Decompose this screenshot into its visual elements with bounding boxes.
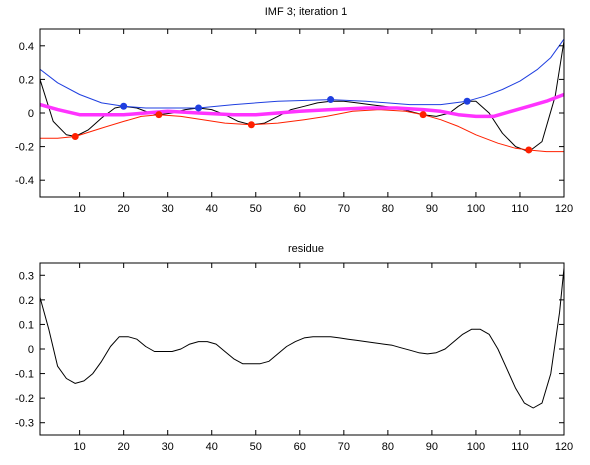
- residue-x-ticks: 10 20 30 40 50 60 70 80 90 100 110 120: [74, 263, 573, 453]
- imf-x-tick-label: 20: [118, 203, 130, 215]
- residue-y-tick-label: -0.2: [15, 393, 34, 405]
- imf-title: IMF 3; iteration 1: [265, 6, 348, 18]
- imf-maximum-point: [327, 96, 335, 104]
- imf-plot-area: [40, 38, 564, 154]
- imf-x-tick-label: 70: [338, 203, 350, 215]
- residue-x-tick-label: 30: [162, 441, 174, 453]
- residue-plot-area: [40, 267, 564, 409]
- residue-y-tick-label: 0.3: [19, 270, 34, 282]
- residue-x-tick-label: 10: [74, 441, 86, 453]
- imf-x-tick-label: 10: [74, 203, 86, 215]
- imf-y-tick-label: 0: [28, 108, 34, 120]
- residue-y-tick-label: 0.2: [19, 295, 34, 307]
- imf-maximum-point: [120, 102, 128, 110]
- residue-x-tick-label: 20: [118, 441, 130, 453]
- residue-x-tick-label: 70: [338, 441, 350, 453]
- imf-minimum-point: [525, 146, 533, 154]
- imf-x-ticks: 10 20 30 40 50 60 70 80 90 100 110 120: [74, 29, 573, 215]
- imf-mean-line: [40, 92, 564, 119]
- imf-x-tick-label: 80: [382, 203, 394, 215]
- imf-y-tick-label: -0.4: [15, 175, 34, 187]
- residue-axes: residue 10 20 30 40 50 60 70 80 90 100 110 120 -0.3…: [15, 243, 573, 453]
- residue-x-tick-label: 50: [250, 441, 262, 453]
- imf-x-tick-label: 120: [555, 203, 573, 215]
- imf-axes: IMF 3; iteration 1 10 20 30 40 50 60 70 80 90 100…: [15, 6, 573, 215]
- imf-x-tick-label: 40: [206, 203, 218, 215]
- residue-x-tick-label: 80: [382, 441, 394, 453]
- residue-y-tick-label: 0: [28, 344, 34, 356]
- imf-x-tick-label: 50: [250, 203, 262, 215]
- imf-x-tick-label: 60: [294, 203, 306, 215]
- residue-x-tick-label: 100: [467, 441, 485, 453]
- imf-minimum-point: [419, 111, 427, 119]
- imf-x-tick-label: 100: [467, 203, 485, 215]
- imf-minimum-point: [155, 111, 163, 119]
- residue-x-tick-label: 90: [426, 441, 438, 453]
- imf-x-tick-label: 110: [511, 203, 529, 215]
- residue-x-tick-label: 120: [555, 441, 573, 453]
- residue-x-tick-label: 40: [206, 441, 218, 453]
- residue-y-ticks: -0.3 -0.2 -0.1 0 0.1 0.2 0.3: [15, 270, 564, 430]
- residue-x-tick-label: 110: [511, 441, 529, 453]
- residue-residue-line: [40, 267, 564, 409]
- imf-y-ticks: -0.4 -0.2 0 0.2 0.4: [15, 41, 564, 187]
- residue-x-tick-label: 60: [294, 441, 306, 453]
- imf-y-tick-label: 0.2: [19, 74, 34, 86]
- imf-y-tick-label: -0.2: [15, 142, 34, 154]
- residue-y-tick-label: -0.3: [15, 418, 34, 430]
- imf-maximum-point: [463, 97, 471, 105]
- imf-x-tick-label: 30: [162, 203, 174, 215]
- imf-maximum-point: [195, 104, 203, 112]
- residue-y-tick-label: 0.1: [19, 319, 34, 331]
- residue-title: residue: [288, 243, 324, 255]
- residue-axes-frame: [39, 262, 565, 436]
- imf-minimum-point: [247, 121, 255, 129]
- imf-y-tick-label: 0.4: [19, 41, 34, 53]
- imf-minimum-point: [71, 133, 79, 141]
- imf-lower-line: [40, 109, 564, 153]
- imf-upper-line: [40, 38, 564, 109]
- imf-x-tick-label: 90: [426, 203, 438, 215]
- residue-y-tick-label: -0.1: [15, 369, 34, 381]
